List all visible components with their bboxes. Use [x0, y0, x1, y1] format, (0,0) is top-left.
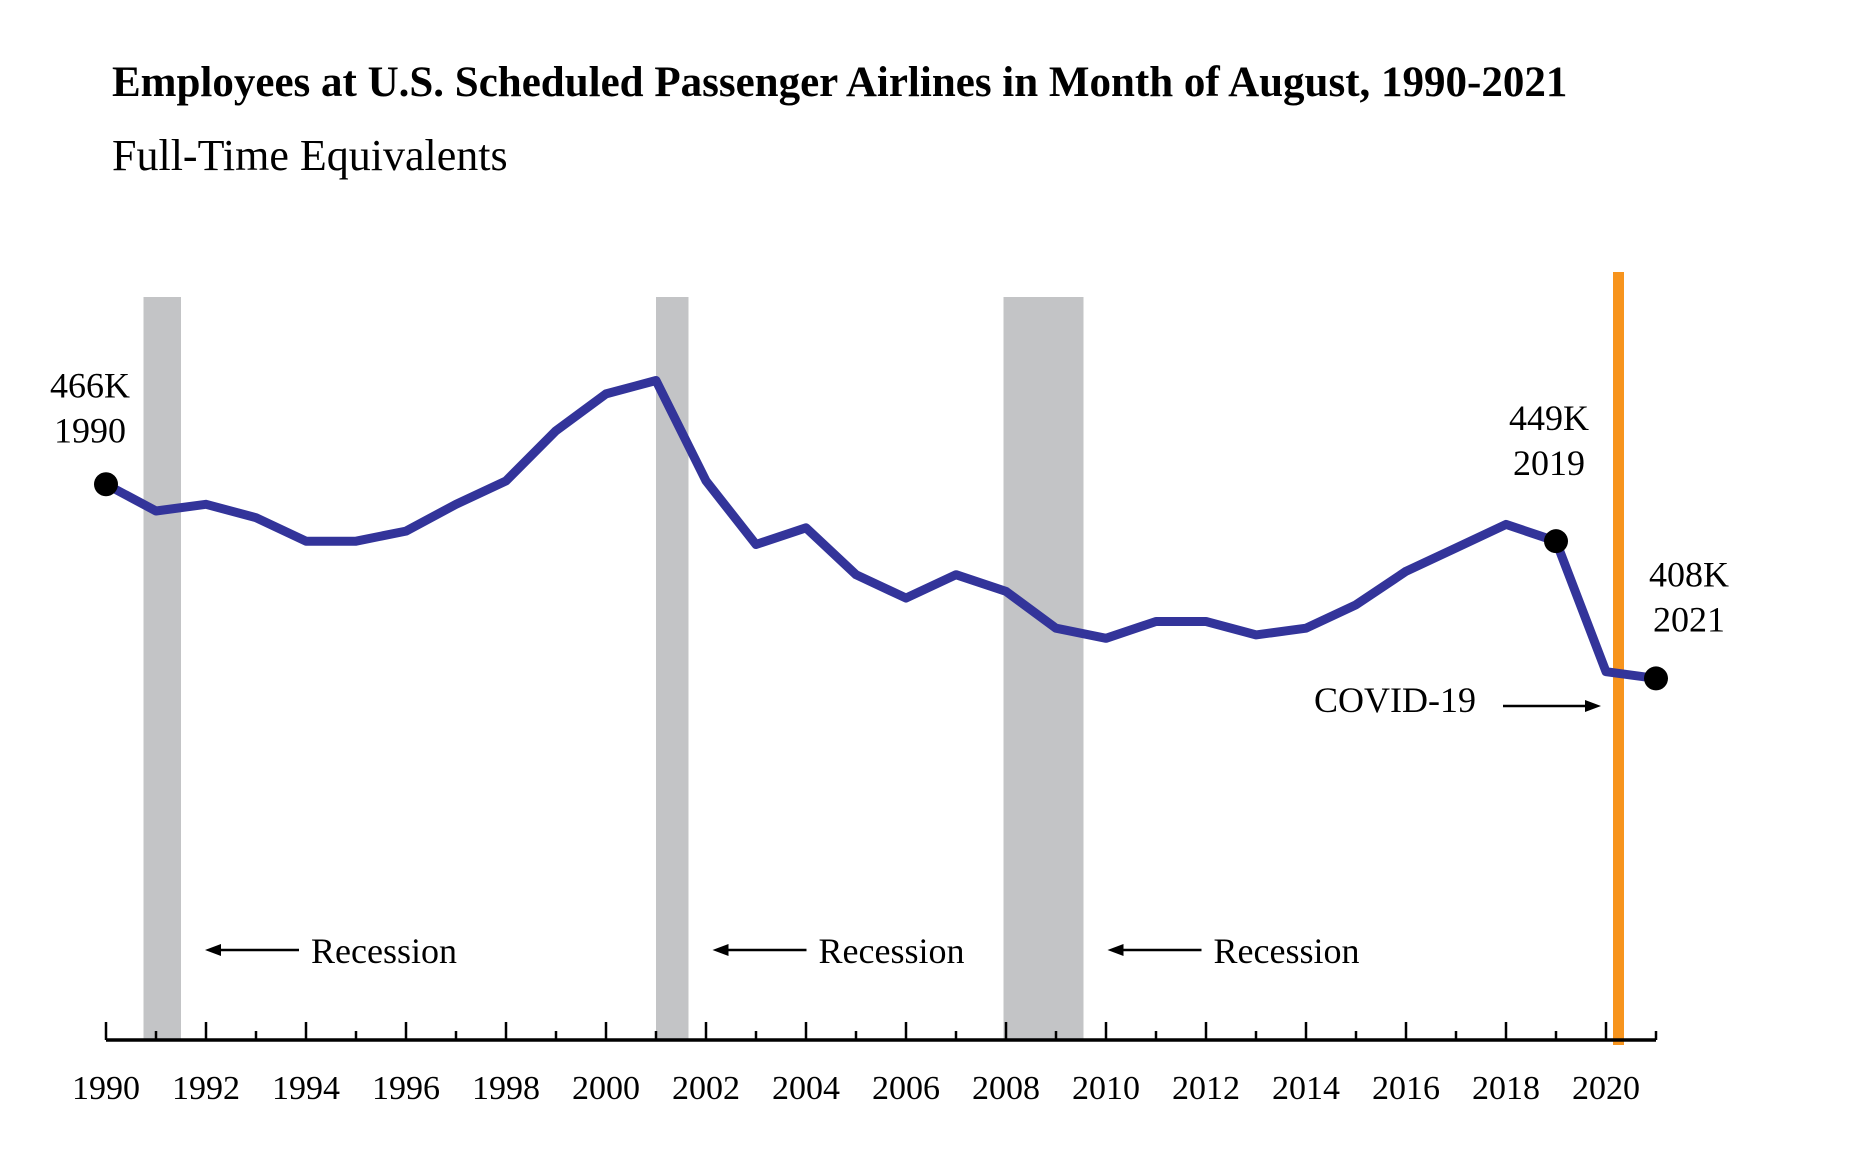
- data-point-1991: [152, 507, 160, 516]
- x-tick-label-2010: 2010: [1072, 1070, 1140, 1107]
- data-point-2002: [702, 476, 710, 485]
- data-point-2016: [1402, 567, 1410, 576]
- annotation-year-2021: 2021: [1653, 599, 1725, 639]
- x-tick-label-2000: 2000: [572, 1070, 640, 1107]
- data-point-1993: [252, 513, 260, 522]
- x-tick-label-2016: 2016: [1372, 1070, 1440, 1107]
- data-point-1998: [502, 476, 510, 485]
- x-tick-label-1998: 1998: [472, 1070, 540, 1107]
- data-point-2007: [952, 570, 960, 579]
- annotation-value-2021: 408K: [1649, 554, 1729, 594]
- data-point-1999: [552, 426, 560, 435]
- x-tick-label-2020: 2020: [1572, 1070, 1640, 1107]
- x-tick-label-2002: 2002: [672, 1070, 740, 1107]
- x-tick-label-1996: 1996: [372, 1070, 440, 1107]
- recession-band-3: [1003, 297, 1084, 1040]
- data-point-2012: [1202, 617, 1210, 626]
- x-tick-label-2014: 2014: [1272, 1070, 1340, 1107]
- data-point-2004: [802, 523, 810, 532]
- data-point-2006: [902, 594, 910, 603]
- x-tick-label-1994: 1994: [272, 1070, 340, 1107]
- annotation-value-1990: 466K: [50, 365, 130, 405]
- data-point-1995: [352, 537, 360, 546]
- data-point-2011: [1152, 617, 1160, 626]
- recession-arrow-3-head: [1107, 944, 1124, 956]
- annotation-value-2019: 449K: [1509, 398, 1589, 438]
- recession-arrow-2-head: [712, 944, 729, 956]
- series-line: [101, 376, 1661, 683]
- annotation-year-2019: 2019: [1513, 443, 1585, 483]
- recession-bands: Recession Recession Recession: [143, 297, 1360, 1040]
- data-point-2005: [852, 570, 860, 579]
- covid-marker: COVID-19: [1314, 272, 1624, 1045]
- data-point-1994: [302, 537, 310, 546]
- data-point-2020: [1602, 667, 1610, 676]
- x-axis: 1990 1992 1994 1996 1998 2000 2002 2004 2006 2008…: [72, 1022, 1658, 1107]
- series-layer: [101, 376, 1661, 683]
- highlight-point-2021: [1644, 666, 1668, 691]
- highlight-point-1990: [94, 472, 118, 497]
- x-tick-label-1990: 1990: [72, 1070, 140, 1107]
- recession-label-3: Recession: [1214, 931, 1360, 971]
- x-tick-label-2006: 2006: [872, 1070, 940, 1107]
- x-tick-label-2012: 2012: [1172, 1070, 1240, 1107]
- data-point-2008: [1002, 587, 1010, 596]
- data-point-2000: [602, 389, 610, 398]
- covid-arrow-head: [1585, 700, 1601, 712]
- recession-label-2: Recession: [819, 931, 965, 971]
- data-point-2010: [1102, 634, 1110, 643]
- annotations: 466K 1990 449K 2019 408K 2021: [50, 365, 1729, 691]
- data-point-2003: [752, 540, 760, 549]
- data-point-2017: [1452, 543, 1460, 552]
- data-point-1992: [202, 500, 210, 509]
- recession-band-1: [143, 297, 181, 1040]
- data-point-2009: [1052, 624, 1060, 633]
- covid-label: COVID-19: [1314, 680, 1476, 720]
- data-point-1996: [402, 527, 410, 536]
- recession-arrow-1-head: [205, 944, 221, 956]
- x-tick-label-1992: 1992: [172, 1070, 240, 1107]
- data-point-1997: [452, 500, 460, 509]
- data-point-2014: [1302, 624, 1310, 633]
- highlight-point-2019: [1544, 529, 1568, 554]
- covid-bar: [1613, 272, 1624, 1045]
- data-point-2001: [652, 376, 660, 385]
- x-tick-label-2008: 2008: [972, 1070, 1040, 1107]
- x-tick-label-2004: 2004: [772, 1070, 840, 1107]
- data-point-2018: [1502, 520, 1510, 529]
- annotation-year-1990: 1990: [54, 410, 126, 450]
- chart-title: Employees at U.S. Scheduled Passenger Ai…: [112, 59, 1568, 106]
- data-point-2013: [1252, 630, 1260, 639]
- chart-subtitle: Full-Time Equivalents: [112, 131, 508, 180]
- recession-label-1: Recession: [311, 931, 457, 971]
- x-tick-label-2018: 2018: [1472, 1070, 1540, 1107]
- data-point-2015: [1352, 600, 1360, 609]
